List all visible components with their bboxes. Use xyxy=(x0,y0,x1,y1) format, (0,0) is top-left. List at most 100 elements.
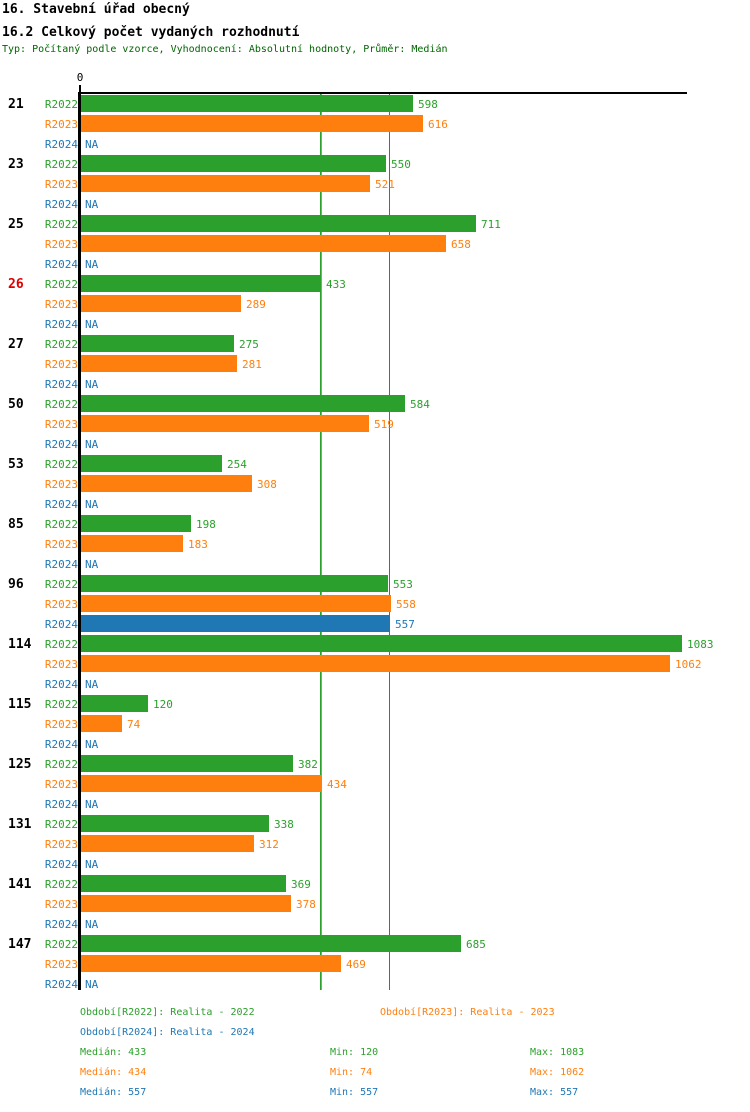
stat-median-r2023: Medián: 434 xyxy=(80,1067,147,1078)
series-label-r2024: R2024 xyxy=(44,858,78,871)
value-label-r2022: 382 xyxy=(298,758,318,771)
value-label-r2023: 519 xyxy=(374,418,394,431)
group-label: 147 xyxy=(8,937,32,952)
bar-r2023 xyxy=(81,475,252,492)
reference-line-median-r2022 xyxy=(320,94,321,990)
value-label-r2022: 275 xyxy=(239,338,259,351)
bar-r2022 xyxy=(81,515,191,532)
series-label-r2024: R2024 xyxy=(44,978,78,991)
value-label-r2022: 598 xyxy=(418,98,438,111)
value-label-r2023: 658 xyxy=(451,238,471,251)
stat-min-r2024: Min: 557 xyxy=(330,1087,379,1098)
stat-median-r2024: Medián: 557 xyxy=(80,1087,147,1098)
value-label-r2023: 521 xyxy=(375,178,395,191)
series-label-r2023: R2023 xyxy=(44,238,78,251)
group-label: 131 xyxy=(8,817,32,832)
series-label-r2023: R2023 xyxy=(44,298,78,311)
value-label-r2022: 198 xyxy=(196,518,216,531)
value-label-r2023: 308 xyxy=(257,478,277,491)
na-label: NA xyxy=(85,438,99,451)
value-label-r2023: 558 xyxy=(396,598,416,611)
series-label-r2022: R2022 xyxy=(44,518,78,531)
chart-meta: Typ: Počítaný podle vzorce, Vyhodnocení:… xyxy=(2,44,448,55)
group-label: 27 xyxy=(8,337,24,352)
series-label-r2022: R2022 xyxy=(44,338,78,351)
value-label-r2022: 685 xyxy=(466,938,486,951)
bar-r2022 xyxy=(81,215,476,232)
series-label-r2023: R2023 xyxy=(44,118,78,131)
series-label-r2024: R2024 xyxy=(44,738,78,751)
series-label-r2023: R2023 xyxy=(44,538,78,551)
series-label-r2024: R2024 xyxy=(44,558,78,571)
bar-r2023 xyxy=(81,355,237,372)
value-label-r2023: 289 xyxy=(246,298,266,311)
x-axis-line xyxy=(80,92,687,94)
bar-r2022 xyxy=(81,755,293,772)
bar-r2022 xyxy=(81,695,148,712)
bar-r2023 xyxy=(81,295,241,312)
series-label-r2022: R2022 xyxy=(44,758,78,771)
series-label-r2024: R2024 xyxy=(44,318,78,331)
group-label: 53 xyxy=(8,457,24,472)
bar-r2023 xyxy=(81,115,423,132)
series-label-r2022: R2022 xyxy=(44,638,78,651)
series-label-r2023: R2023 xyxy=(44,898,78,911)
value-label-r2022: 369 xyxy=(291,878,311,891)
value-label-r2022: 254 xyxy=(227,458,247,471)
bar-r2023 xyxy=(81,895,291,912)
series-label-r2024: R2024 xyxy=(44,798,78,811)
stat-median-r2022: Medián: 433 xyxy=(80,1047,147,1058)
na-label: NA xyxy=(85,498,99,511)
value-label-r2022: 550 xyxy=(391,158,411,171)
value-label-r2022: 711 xyxy=(481,218,501,231)
group-label: 85 xyxy=(8,517,24,532)
series-label-r2022: R2022 xyxy=(44,698,78,711)
series-label-r2022: R2022 xyxy=(44,458,78,471)
group-label: 114 xyxy=(8,637,32,652)
group-label: 141 xyxy=(8,877,32,892)
x-axis-tick xyxy=(79,85,81,92)
bar-r2023 xyxy=(81,535,183,552)
stat-min-r2022: Min: 120 xyxy=(330,1047,379,1058)
bar-r2022 xyxy=(81,155,386,172)
series-label-r2023: R2023 xyxy=(44,718,78,731)
group-label: 21 xyxy=(8,97,24,112)
stat-max-r2022: Max: 1083 xyxy=(530,1047,585,1058)
series-label-r2023: R2023 xyxy=(44,778,78,791)
value-label-r2023: 183 xyxy=(188,538,208,551)
series-label-r2023: R2023 xyxy=(44,658,78,671)
na-label: NA xyxy=(85,258,99,271)
group-label: 125 xyxy=(8,757,32,772)
series-label-r2024: R2024 xyxy=(44,138,78,151)
series-label-r2022: R2022 xyxy=(44,158,78,171)
series-label-r2024: R2024 xyxy=(44,258,78,271)
value-label-r2023: 312 xyxy=(259,838,279,851)
series-label-r2023: R2023 xyxy=(44,358,78,371)
value-label-r2023: 378 xyxy=(296,898,316,911)
legend-item-r2023: Období[R2023]: Realita - 2023 xyxy=(380,1007,555,1018)
bar-r2022 xyxy=(81,395,405,412)
bar-r2023 xyxy=(81,415,369,432)
series-label-r2023: R2023 xyxy=(44,178,78,191)
bar-r2023 xyxy=(81,775,322,792)
value-label-r2023: 469 xyxy=(346,958,366,971)
series-label-r2024: R2024 xyxy=(44,438,78,451)
value-label-r2022: 120 xyxy=(153,698,173,711)
series-label-r2024: R2024 xyxy=(44,198,78,211)
series-label-r2023: R2023 xyxy=(44,418,78,431)
value-label-r2022: 553 xyxy=(393,578,413,591)
value-label-r2023: 1062 xyxy=(675,658,702,671)
na-label: NA xyxy=(85,378,99,391)
series-label-r2022: R2022 xyxy=(44,98,78,111)
reference-line-median-r2023 xyxy=(321,94,322,990)
value-label-r2023: 616 xyxy=(428,118,448,131)
reference-line-median-r2024 xyxy=(389,94,390,990)
value-label-r2022: 1083 xyxy=(687,638,714,651)
bar-r2022 xyxy=(81,95,413,112)
group-label: 26 xyxy=(8,277,24,292)
y-axis-line xyxy=(78,92,81,990)
group-label: 115 xyxy=(8,697,32,712)
series-label-r2024: R2024 xyxy=(44,498,78,511)
bar-r2022 xyxy=(81,815,269,832)
